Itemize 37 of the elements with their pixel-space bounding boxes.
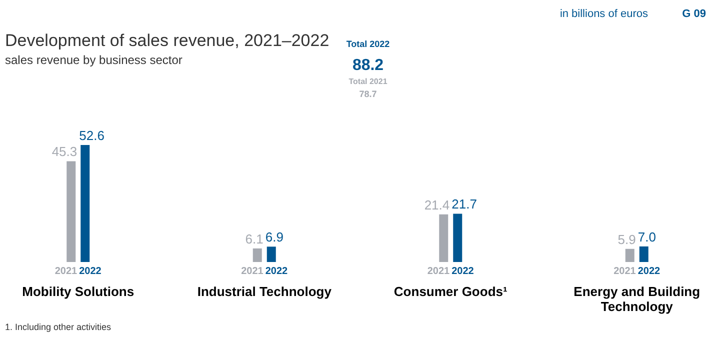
bar (453, 214, 462, 262)
text: 78.7 (359, 89, 377, 99)
text: 88.2 (352, 57, 384, 74)
data-label: 21.7 (452, 196, 477, 212)
series-label: 2022 (79, 266, 102, 277)
text: 2022 (638, 266, 660, 277)
text: 1. Including other activities (5, 322, 112, 332)
text: 2022 (452, 266, 474, 277)
text: 2021 (427, 266, 450, 277)
text: 2021 (614, 266, 636, 277)
text: in billions of euros (560, 8, 648, 20)
bar (266, 246, 276, 262)
text: 2022 (265, 266, 288, 277)
data-label: 5.9 (618, 232, 636, 247)
bar (439, 214, 448, 262)
bar (625, 248, 634, 262)
x-tick-label: Industrial Technology (197, 284, 332, 299)
text: Total 2022 (346, 39, 390, 49)
text: 2021 (241, 266, 264, 277)
text: Total 2021 (348, 77, 388, 86)
data-label: 21.4 (424, 197, 450, 212)
chart-title: Development of sales revenue, 2021–2022 (5, 31, 330, 50)
data-label: 7.0 (638, 229, 656, 244)
bar (252, 248, 262, 262)
data-label: 6.9 (265, 230, 284, 245)
data-label: 52.6 (79, 128, 104, 143)
x-tick-label: Consumer Goods¹ (394, 284, 508, 299)
bar (639, 246, 648, 262)
text: G 09 (682, 8, 706, 20)
data-label: 6.1 (245, 231, 264, 246)
x-tick-label: Energy and Building Technology (574, 284, 700, 314)
series-label: 2021 (54, 266, 78, 277)
chart-subtitle: sales revenue by business sector (5, 53, 182, 67)
x-tick-label: Mobility Solutions (22, 284, 134, 299)
bar (66, 161, 76, 262)
data-label: 45.3 (52, 144, 78, 160)
bar (80, 145, 90, 262)
